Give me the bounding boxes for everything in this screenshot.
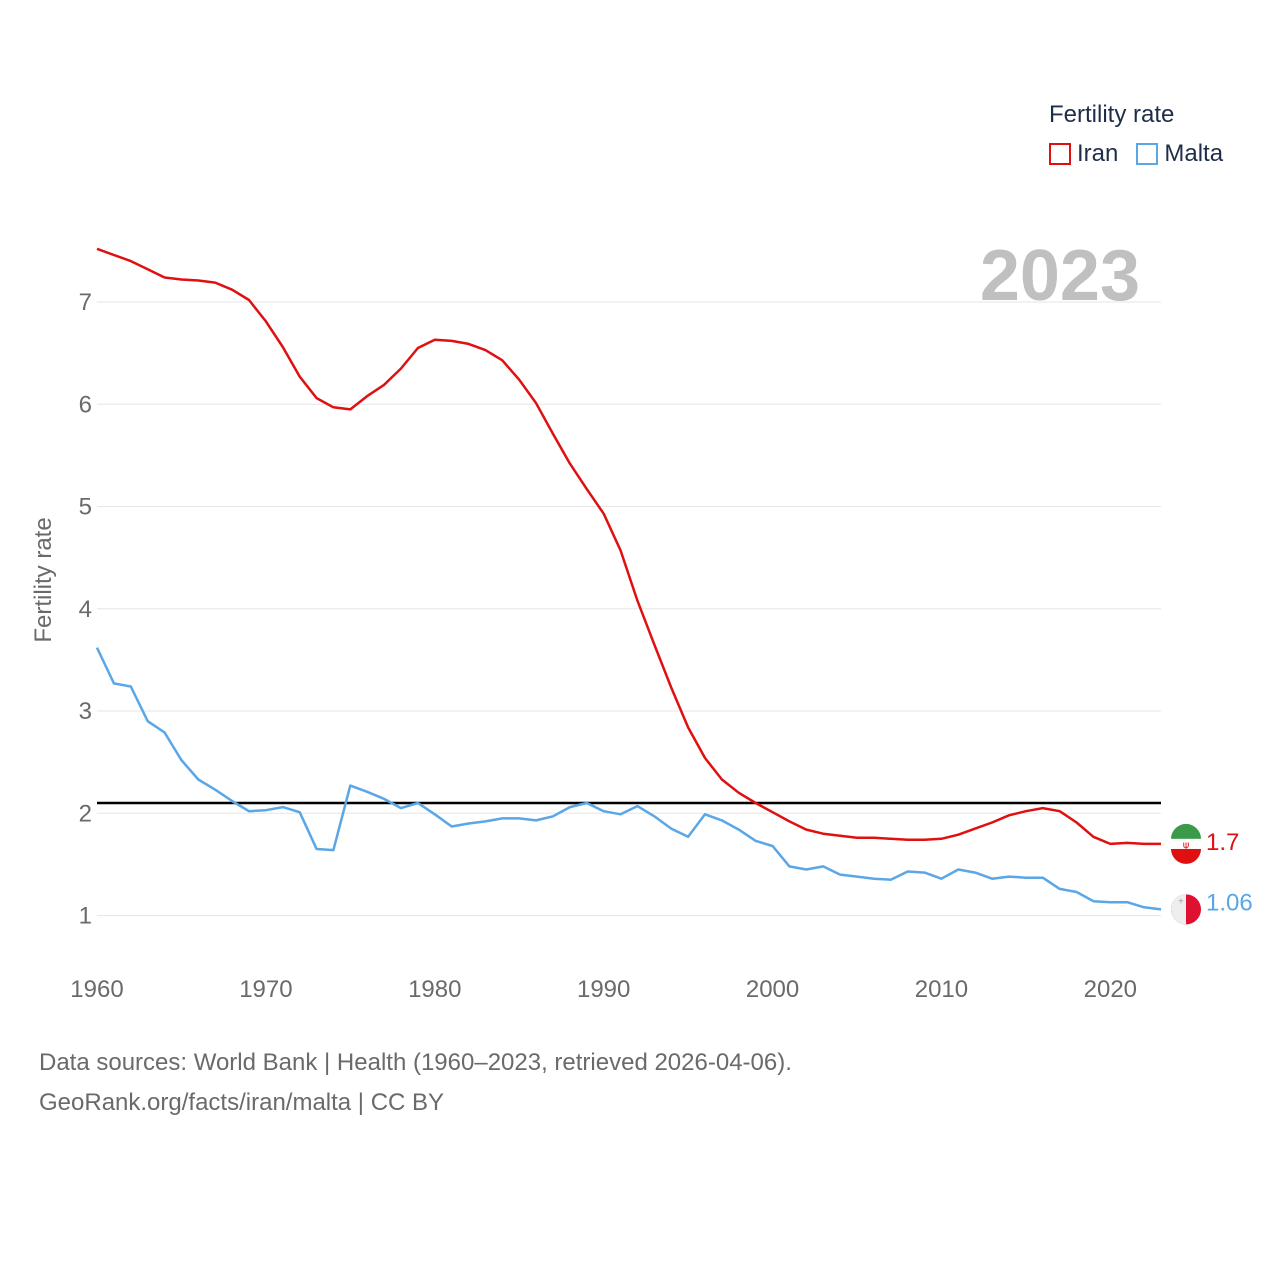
x-tick-label: 2000 xyxy=(746,976,799,1003)
data-sources: Data sources: World Bank | Health (1960–… xyxy=(39,1043,792,1123)
legend-item-iran[interactable]: Iran xyxy=(1049,140,1118,168)
year-watermark: 2023 xyxy=(980,236,1140,316)
x-tick-label: 1960 xyxy=(70,976,123,1003)
y-tick-label: 7 xyxy=(79,289,92,316)
x-tick-label: 1970 xyxy=(239,976,292,1003)
legend: Fertility rate Iran Malta xyxy=(1049,100,1241,168)
attribution-line[interactable]: GeoRank.org/facts/iran/malta | CC BY xyxy=(39,1089,445,1116)
iran-end-label: 1.7 xyxy=(1206,829,1239,856)
legend-item-malta[interactable]: Malta xyxy=(1136,140,1223,168)
svg-text:+: + xyxy=(1178,896,1185,905)
series-line-iran xyxy=(96,247,1161,846)
x-tick-label: 1980 xyxy=(408,976,461,1003)
series-line-malta xyxy=(95,647,1162,911)
y-tick-label: 1 xyxy=(79,903,92,930)
iran-swatch xyxy=(1049,143,1071,165)
y-tick-label: 5 xyxy=(79,494,92,521)
y-tick-label: 3 xyxy=(79,698,92,725)
y-tick-label: 4 xyxy=(79,596,92,623)
iran-flag-icon: ψ xyxy=(1171,823,1201,864)
gridlines xyxy=(97,301,1161,916)
x-tick-label: 2020 xyxy=(1084,976,1137,1003)
x-tick-label: 2010 xyxy=(915,976,968,1003)
source-line: Data sources: World Bank | Health (1960–… xyxy=(39,1049,792,1076)
series-group xyxy=(95,247,1162,911)
malta-swatch xyxy=(1136,143,1159,165)
svg-text:ψ: ψ xyxy=(1183,840,1190,851)
malta-flag-icon: + xyxy=(1171,894,1201,925)
malta-end-label: 1.06 xyxy=(1206,889,1253,916)
legend-label-malta: Malta xyxy=(1164,140,1224,167)
y-axis: 1 2 3 4 5 6 7 xyxy=(79,289,92,930)
x-axis: 1960 1970 1980 1990 2000 2010 2020 xyxy=(70,976,1137,1003)
legend-title: Fertility rate xyxy=(1049,101,1175,128)
y-axis-title: Fertility rate xyxy=(30,517,57,642)
x-tick-label: 1990 xyxy=(577,976,630,1003)
legend-label-iran: Iran xyxy=(1077,140,1119,167)
y-tick-label: 2 xyxy=(79,800,92,827)
y-tick-label: 6 xyxy=(79,391,92,418)
